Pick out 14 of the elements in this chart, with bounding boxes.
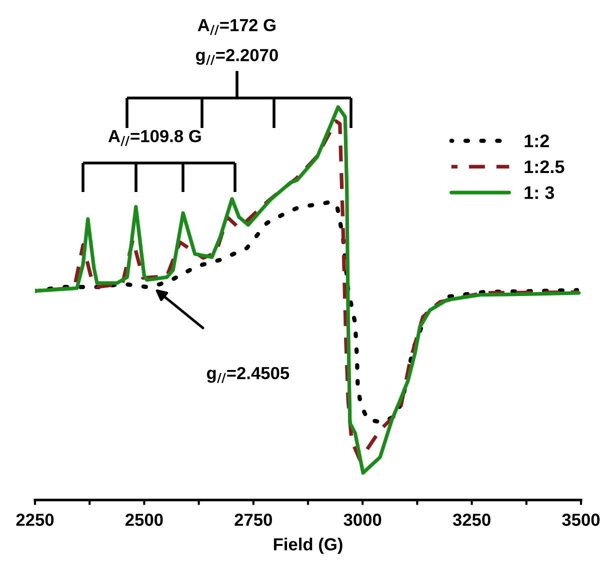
annotation: g$_{//}$=2.4505: [206, 366, 290, 384]
x-tick-label: 2500: [125, 514, 163, 526]
legend-label: 1: 3: [524, 186, 554, 200]
text: A$_{//}$=172 G: [198, 18, 276, 36]
x-tick-label: 2250: [16, 514, 54, 526]
annotation: A$_{//}$=109.8 G: [108, 130, 201, 146]
x-tick-label: 3000: [344, 514, 382, 526]
text: g$_{//}$=2.2070: [196, 48, 278, 66]
legend-label: 1:2: [524, 134, 549, 148]
x-tick-label: 3500: [562, 514, 600, 526]
legend-label: 1:2.5: [524, 160, 564, 174]
x-axis-title: Field (G): [274, 538, 342, 554]
x-tick-label: 3250: [452, 514, 490, 526]
x-tick-label: 2750: [234, 514, 272, 526]
